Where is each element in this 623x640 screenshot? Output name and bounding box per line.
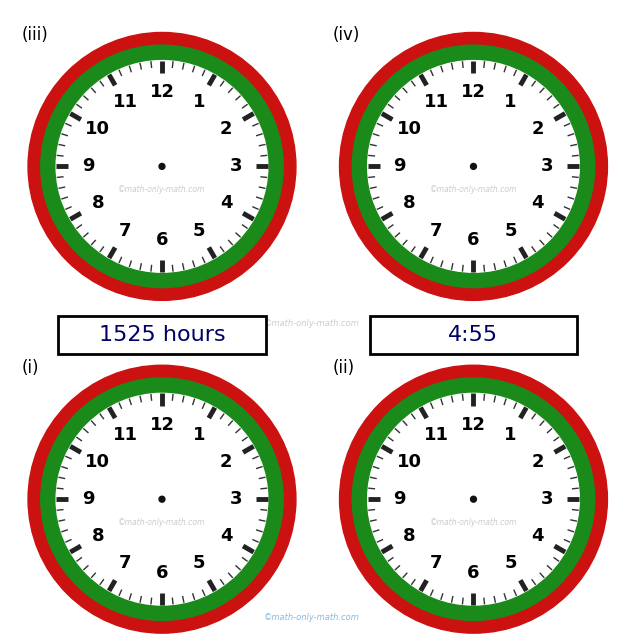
Text: 10: 10	[397, 120, 422, 138]
Text: 5: 5	[504, 221, 516, 239]
Text: (i): (i)	[21, 358, 39, 376]
Text: (ii): (ii)	[333, 358, 355, 376]
Text: 5: 5	[193, 554, 205, 572]
Text: 2: 2	[531, 120, 544, 138]
Text: (iv): (iv)	[333, 26, 360, 44]
Circle shape	[40, 45, 283, 287]
Text: 2: 2	[531, 453, 544, 471]
Circle shape	[28, 33, 296, 300]
Circle shape	[28, 365, 296, 633]
Text: 8: 8	[403, 195, 416, 212]
Text: 9: 9	[393, 490, 406, 508]
Circle shape	[340, 365, 607, 633]
Circle shape	[340, 33, 607, 300]
Bar	[369, 316, 578, 354]
Text: 6: 6	[467, 564, 480, 582]
Text: ©math-only-math.com: ©math-only-math.com	[118, 518, 206, 527]
Text: 4: 4	[531, 527, 544, 545]
Text: ©math-only-math.com: ©math-only-math.com	[430, 518, 517, 527]
Text: 3: 3	[230, 157, 242, 175]
Circle shape	[470, 163, 477, 170]
Text: 7: 7	[119, 221, 131, 239]
Text: 3: 3	[541, 157, 554, 175]
Text: 1: 1	[504, 426, 516, 444]
Text: 6: 6	[156, 564, 168, 582]
Circle shape	[368, 61, 579, 272]
Text: ©math-only-math.com: ©math-only-math.com	[118, 185, 206, 194]
Text: 12: 12	[150, 83, 174, 101]
Circle shape	[368, 394, 579, 605]
Circle shape	[159, 163, 165, 170]
Text: 9: 9	[82, 490, 94, 508]
Text: 9: 9	[393, 157, 406, 175]
Text: 8: 8	[403, 527, 416, 545]
Text: 2: 2	[220, 453, 232, 471]
Text: ©math-only-math.com: ©math-only-math.com	[430, 185, 517, 194]
Text: 8: 8	[92, 527, 104, 545]
Circle shape	[352, 45, 595, 287]
Text: 4:55: 4:55	[449, 325, 498, 345]
Text: 8: 8	[92, 195, 104, 212]
Circle shape	[352, 378, 595, 620]
Text: 1525 hours: 1525 hours	[98, 325, 226, 345]
Text: ©math-only-math.com: ©math-only-math.com	[264, 319, 359, 328]
Text: 5: 5	[193, 221, 205, 239]
Text: 11: 11	[424, 426, 449, 444]
Circle shape	[56, 394, 268, 605]
Text: 1: 1	[193, 93, 205, 111]
Text: 12: 12	[461, 416, 486, 434]
Text: 6: 6	[156, 232, 168, 250]
Text: 5: 5	[504, 554, 516, 572]
Text: 11: 11	[112, 426, 138, 444]
Text: 3: 3	[230, 490, 242, 508]
Text: 7: 7	[119, 554, 131, 572]
Text: 2: 2	[220, 120, 232, 138]
Text: 3: 3	[541, 490, 554, 508]
Text: 4: 4	[220, 527, 232, 545]
Bar	[58, 316, 266, 354]
Text: 12: 12	[150, 416, 174, 434]
Circle shape	[56, 61, 268, 272]
Text: 10: 10	[85, 453, 110, 471]
Circle shape	[470, 496, 477, 502]
Text: (iii): (iii)	[21, 26, 48, 44]
Circle shape	[40, 378, 283, 620]
Text: 10: 10	[85, 120, 110, 138]
Text: 12: 12	[461, 83, 486, 101]
Circle shape	[159, 496, 165, 502]
Text: 7: 7	[430, 554, 443, 572]
Text: 9: 9	[82, 157, 94, 175]
Text: 6: 6	[467, 232, 480, 250]
Text: 1: 1	[193, 426, 205, 444]
Text: ©math-only-math.com: ©math-only-math.com	[264, 613, 359, 622]
Text: 11: 11	[112, 93, 138, 111]
Text: 10: 10	[397, 453, 422, 471]
Text: 1: 1	[504, 93, 516, 111]
Text: 4: 4	[220, 195, 232, 212]
Text: 11: 11	[424, 93, 449, 111]
Text: 7: 7	[430, 221, 443, 239]
Text: 4: 4	[531, 195, 544, 212]
